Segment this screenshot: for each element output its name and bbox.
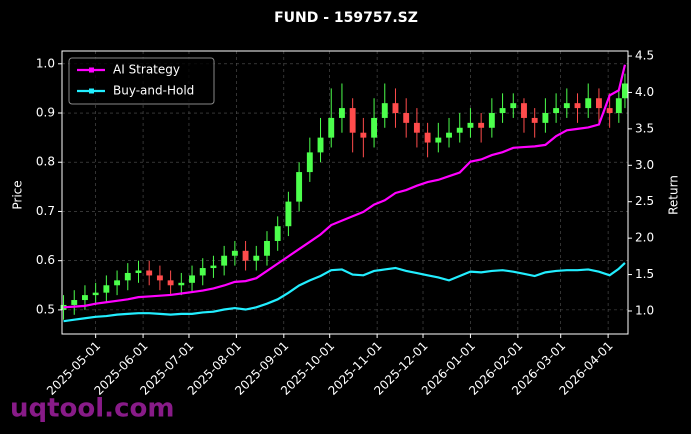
candle-body [285,201,292,227]
candle-body [456,127,463,133]
candle-body [381,103,388,118]
candle-body [114,280,121,286]
candle-body [242,250,249,261]
candle-body [510,103,517,109]
candle-body [221,255,228,266]
candle-body [71,300,78,305]
candle-body [199,268,206,276]
plot-frame [61,50,629,335]
chart-title: FUND - 159757.SZ [274,10,418,26]
plot-marks [60,64,628,323]
candle-body [521,103,527,118]
y2-tick-label: 1.5 [635,267,654,281]
y-tick-label: 0.5 [36,302,55,316]
candle-body [621,83,628,99]
candle-body [615,98,622,114]
y-tick-label: 0.8 [36,155,55,169]
candle-body [499,108,506,114]
candle-body [135,270,142,273]
candle-body [424,132,431,143]
candle-body [606,108,613,114]
candle-body [178,282,185,286]
candle-body [328,117,335,138]
candle-body [274,226,281,241]
y2-tick-label: 2.0 [635,231,654,245]
candle-body [435,137,442,143]
candle-body [167,280,174,286]
candle-body [595,98,602,109]
candle-body [413,122,420,133]
candle-body [371,117,378,138]
y2-tick-label: 2.5 [635,194,654,208]
candle-body [542,113,549,123]
candle-body [317,137,324,153]
candle-body [124,272,131,281]
y2-tick-label: 3.5 [635,121,654,135]
candle-body [467,122,474,128]
candle-body [296,172,303,202]
candle-body [253,255,260,261]
y-tick-label: 0.7 [36,204,55,218]
candle-body [146,270,153,276]
legend-label: AI Strategy [113,63,180,77]
series-line [63,64,627,309]
candle-body [264,240,270,256]
y-tick-label: 0.9 [36,106,55,120]
candle-body [574,103,581,109]
candle-body [338,108,345,118]
candle-body [531,117,538,123]
watermark: uqtool.com [10,394,174,424]
candle-body [210,265,217,269]
candle-body [392,103,399,114]
legend-box [68,57,215,105]
candle-body [156,275,163,281]
candle-body [103,285,110,293]
candle-body [563,103,570,109]
candle-body [189,275,195,283]
legend-label: Buy-and-Hold [113,84,194,98]
candle-body [231,250,238,256]
candle-body [478,122,485,128]
legend-marker [89,88,94,94]
candle-body [349,108,356,133]
candle-body [82,295,88,301]
candle-body [360,132,367,138]
legend: AI Strategy Buy-and-Hold [68,57,215,105]
y2-tick-label: 1.0 [635,303,654,317]
candle-body [553,108,560,114]
candle-body [403,113,410,123]
series-line [63,262,626,323]
candle-body [60,304,67,310]
candle-body [306,152,313,173]
y-tick-label: 1.0 [36,56,55,70]
y-tick-label: 0.6 [36,253,55,267]
y2-tick-label: 3.0 [635,158,654,172]
candle-body [488,113,495,128]
y2-tick-label: 4.0 [635,85,654,99]
y2-tick-label: 4.5 [635,49,654,63]
candle-body [446,132,452,138]
y2-axis-label: Return [667,175,681,215]
candle-body [92,292,99,296]
y-axis-label: Price [11,180,25,209]
legend-marker [89,67,94,73]
candle-body [585,98,592,109]
